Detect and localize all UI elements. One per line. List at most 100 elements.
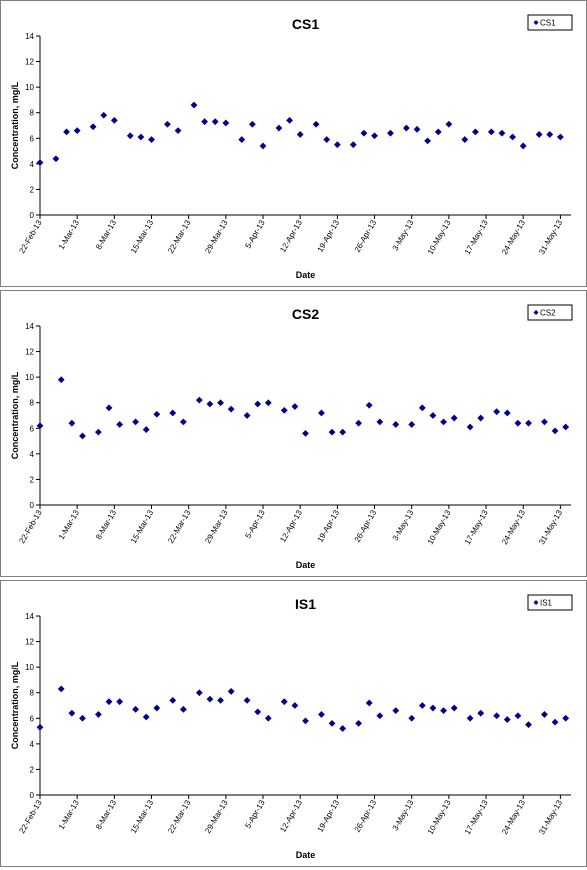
y-tick-label: 14 xyxy=(25,322,34,331)
data-point xyxy=(328,428,336,436)
x-tick-label: 19-Apr-13 xyxy=(316,218,342,254)
data-point xyxy=(302,430,309,437)
data-point xyxy=(349,141,357,149)
data-point xyxy=(440,418,447,426)
x-tick-label: 1-Mar-13 xyxy=(57,508,81,541)
y-tick-label: 2 xyxy=(30,765,35,774)
data-point xyxy=(360,129,368,137)
data-point xyxy=(535,131,543,138)
x-tick-label: 15-Mar-13 xyxy=(129,218,156,255)
data-point xyxy=(211,118,219,126)
x-tick-label: 24-May-13 xyxy=(500,218,527,256)
data-point xyxy=(387,129,394,137)
data-point xyxy=(174,127,182,135)
data-point xyxy=(562,714,570,722)
x-tick-label: 26-Apr-13 xyxy=(353,218,379,254)
data-point xyxy=(562,423,570,431)
y-tick-label: 14 xyxy=(25,612,34,621)
data-point xyxy=(376,418,384,426)
data-point xyxy=(466,714,474,722)
data-point xyxy=(434,128,442,136)
data-point xyxy=(217,696,224,704)
data-point xyxy=(546,131,554,138)
x-axis-label: Date xyxy=(296,850,316,860)
chart-panel-is1: IS1 0 2 4 6 8 10 12 14 22-Feb-13 1-Mar-13 8-Mar-13 1… xyxy=(0,580,587,867)
x-tick-label: 8-Mar-13 xyxy=(94,218,118,251)
x-tick-label: 3-May-13 xyxy=(391,508,416,542)
data-point xyxy=(541,711,548,718)
y-tick-label: 0 xyxy=(30,501,35,510)
x-tick-label: 29-Mar-13 xyxy=(203,798,230,835)
data-point xyxy=(36,723,44,731)
data-point xyxy=(249,120,256,128)
data-point xyxy=(68,419,76,427)
data-point xyxy=(254,400,262,408)
x-tick-label: 17-May-13 xyxy=(463,798,490,836)
y-axis-label: Concentration, mg/L xyxy=(10,371,20,459)
data-point xyxy=(450,704,458,712)
x-tick-label: 26-Apr-13 xyxy=(353,798,379,834)
data-point xyxy=(328,720,336,727)
x-tick-label: 29-Mar-13 xyxy=(203,218,230,255)
data-point xyxy=(132,418,139,426)
x-tick-label: 17-May-13 xyxy=(463,218,490,256)
legend-marker xyxy=(533,310,539,315)
chart-title: CS1 xyxy=(292,16,319,32)
y-tick-label: 8 xyxy=(30,109,35,118)
data-point xyxy=(503,409,511,417)
x-tick-label: 24-May-13 xyxy=(500,508,527,546)
data-point xyxy=(296,131,304,138)
data-point xyxy=(339,725,347,732)
data-point xyxy=(153,410,161,418)
data-point xyxy=(392,421,400,428)
x-tick-label: 5-Apr-13 xyxy=(243,508,267,540)
data-point xyxy=(429,704,437,712)
data-point xyxy=(339,428,347,436)
data-point xyxy=(164,120,171,128)
chart-svg-2: IS1 0 2 4 6 8 10 12 14 22-Feb-13 1-Mar-13 8-Mar-13 1… xyxy=(10,594,573,860)
data-point xyxy=(503,716,511,723)
data-point xyxy=(525,721,532,729)
data-point xyxy=(79,432,86,440)
data-point xyxy=(206,400,214,408)
x-tick-label: 12-Apr-13 xyxy=(278,508,304,544)
data-point xyxy=(333,141,341,149)
data-point xyxy=(89,123,97,131)
data-point xyxy=(541,418,548,426)
data-point xyxy=(509,133,516,141)
data-point xyxy=(227,405,235,413)
data-point xyxy=(551,427,559,435)
y-tick-label: 8 xyxy=(30,399,35,408)
x-tick-label: 22-Mar-13 xyxy=(166,798,193,835)
data-point xyxy=(280,406,288,414)
y-tick-label: 12 xyxy=(25,58,34,67)
x-tick-label: 15-Mar-13 xyxy=(129,508,156,545)
data-point xyxy=(323,136,331,143)
data-point xyxy=(169,409,177,417)
data-point xyxy=(95,428,102,436)
data-point xyxy=(100,111,108,119)
data-point xyxy=(142,713,150,721)
data-point xyxy=(116,421,124,428)
data-point xyxy=(169,696,177,704)
x-tick-label: 5-Apr-13 xyxy=(243,798,267,830)
x-tick-label: 10-May-13 xyxy=(426,218,453,256)
x-axis-label: Date xyxy=(296,560,316,570)
legend-box xyxy=(527,304,573,321)
y-tick-label: 10 xyxy=(25,373,34,382)
x-tick-label: 22-Feb-13 xyxy=(17,218,44,255)
chart-title: CS2 xyxy=(292,306,319,322)
y-tick-label: 4 xyxy=(30,740,35,749)
data-point xyxy=(195,689,203,697)
data-point xyxy=(254,708,262,716)
data-point xyxy=(402,124,410,132)
x-tick-label: 22-Feb-13 xyxy=(17,508,44,545)
legend-box xyxy=(527,594,573,611)
legend-label: CS1 xyxy=(540,19,556,28)
legend-box xyxy=(527,14,573,31)
legend-label: CS2 xyxy=(540,309,556,318)
x-tick-label: 3-May-13 xyxy=(391,218,416,252)
data-point xyxy=(57,685,65,693)
data-point xyxy=(36,422,44,430)
data-point xyxy=(222,119,230,127)
